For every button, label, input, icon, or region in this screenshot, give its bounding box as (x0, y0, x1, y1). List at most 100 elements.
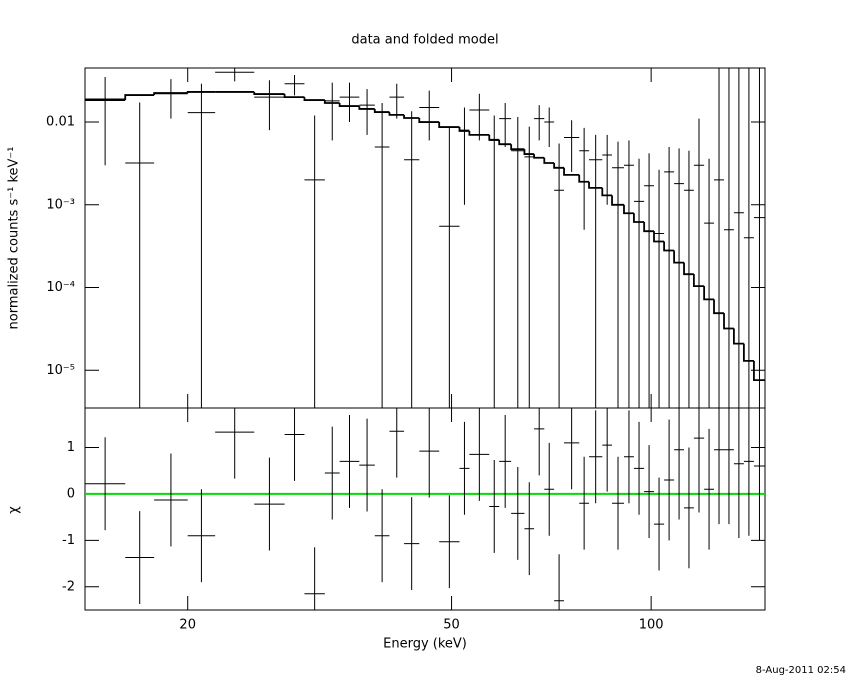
model-step (653, 231, 665, 243)
data-point (664, 146, 675, 408)
data-point (374, 489, 390, 583)
data-point (439, 127, 460, 408)
model-step (692, 274, 705, 288)
data-point (684, 447, 694, 569)
data-point (693, 118, 705, 408)
data-point (459, 421, 470, 515)
data-point (704, 428, 715, 550)
data-point (644, 153, 655, 408)
data-point (511, 466, 525, 560)
model-step (373, 108, 390, 113)
data-point (554, 554, 565, 610)
data-point (404, 497, 420, 591)
data-point (187, 489, 216, 583)
model-step (733, 328, 744, 345)
model-step (253, 91, 285, 95)
model-step (303, 97, 325, 101)
data-point (554, 143, 565, 408)
data-point (125, 511, 155, 604)
model-step (323, 100, 340, 104)
data-point (534, 105, 545, 141)
data-point (215, 408, 255, 479)
data-point (254, 80, 285, 131)
data-point (733, 68, 744, 408)
data-point (534, 408, 545, 476)
model-step (633, 213, 645, 223)
model-step (498, 139, 512, 146)
x-axis-title: Energy (keV) (383, 637, 467, 652)
model-step (713, 299, 725, 315)
plot-frame (84, 67, 766, 409)
data-point (154, 79, 188, 119)
x-tick-label: 50 (443, 618, 460, 633)
data-point (389, 408, 405, 478)
data-point (579, 127, 590, 230)
model-step (510, 144, 525, 151)
data-point (564, 120, 580, 172)
data-point (419, 408, 440, 498)
data-point (389, 83, 405, 119)
data-point (499, 102, 512, 147)
data-point (753, 68, 765, 408)
y-tick-label: 10⁻⁵ (46, 363, 75, 378)
data-point (602, 408, 613, 492)
data-point (187, 83, 216, 408)
model-step (601, 187, 613, 197)
data-point (733, 408, 744, 539)
data-point (674, 148, 685, 408)
model-step (153, 92, 188, 96)
y-tick-label: 1 (67, 440, 75, 455)
data-point (469, 408, 490, 501)
model-step (523, 149, 535, 155)
data-point (612, 141, 624, 408)
data-point (644, 445, 655, 539)
y-tick-label: 0.01 (46, 115, 75, 130)
data-point (564, 408, 580, 490)
data-point (623, 410, 634, 504)
data-point (633, 158, 645, 408)
data-point (359, 418, 375, 512)
data-point (633, 421, 645, 515)
data-point (714, 68, 725, 408)
y-tick-label: 10⁻⁴ (46, 280, 75, 295)
data-point (704, 158, 715, 408)
model-step (563, 167, 580, 176)
data-point (324, 82, 340, 141)
model-step (388, 112, 405, 116)
model-step (611, 195, 624, 206)
data-point (284, 75, 305, 96)
data-point (154, 453, 188, 547)
model-step (588, 181, 603, 189)
data-point (623, 140, 634, 408)
data-point (489, 115, 500, 408)
data-point (674, 408, 685, 520)
model-step (673, 250, 685, 264)
data-point (254, 457, 285, 551)
data-point (724, 408, 734, 525)
model-step (338, 102, 360, 107)
data-point (215, 68, 255, 82)
model-step (124, 94, 155, 101)
data-point (612, 456, 624, 550)
model-step (753, 360, 765, 382)
y-tick-label: -2 (62, 579, 75, 594)
model-step (623, 204, 634, 215)
model-step (438, 122, 460, 128)
data-point (359, 89, 375, 135)
data-point (419, 90, 440, 141)
data-point (602, 134, 613, 205)
model-step (723, 313, 734, 330)
data-point (589, 134, 603, 408)
y-tick-label: 0 (67, 486, 75, 501)
timestamp: 8-Aug-2011 02:54 (756, 665, 846, 676)
model-step (643, 221, 655, 233)
data-point (544, 442, 555, 536)
model-step (543, 157, 555, 164)
plot-frame (84, 407, 766, 611)
data-point (693, 408, 705, 513)
data-point (524, 482, 535, 576)
y-axis-title: χ (7, 506, 22, 514)
data-point (284, 408, 305, 481)
model-step (186, 91, 216, 94)
